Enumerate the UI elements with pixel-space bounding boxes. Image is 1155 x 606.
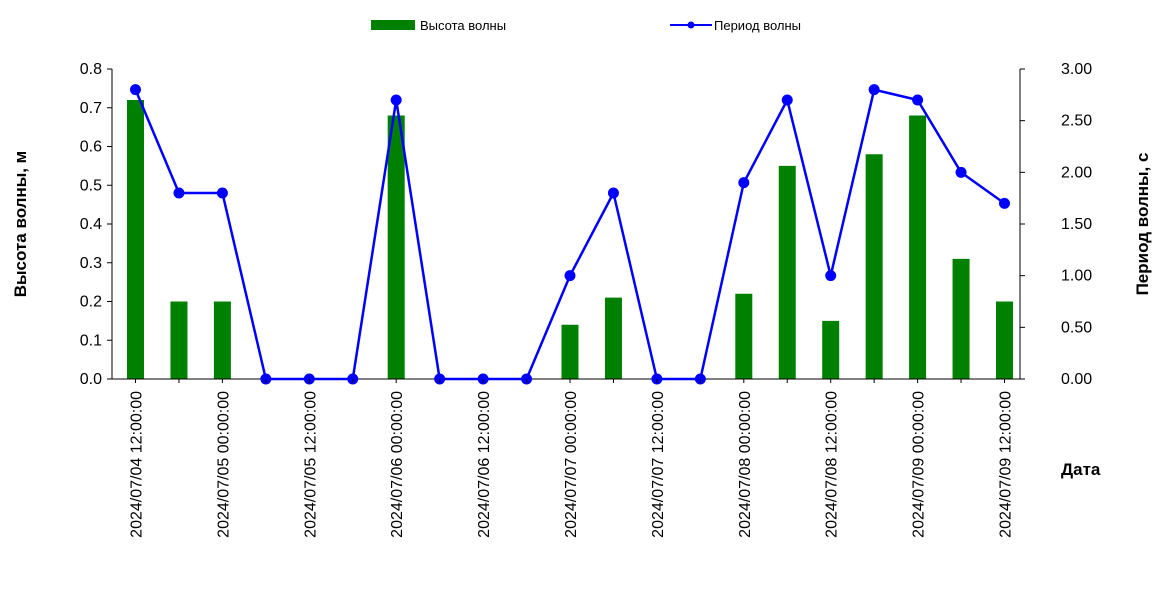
period-point-11 <box>607 187 619 199</box>
bar-height-16 <box>822 320 840 379</box>
y-left-tick-label-8: 0.8 <box>80 61 102 78</box>
x-tick-label-10: 2024/07/09 12:00:00 <box>998 391 1015 538</box>
period-point-14 <box>738 177 750 189</box>
period-line-group <box>130 84 1010 385</box>
y-left-tick-label-4: 0.4 <box>80 216 102 233</box>
period-point-0 <box>130 84 141 96</box>
period-point-10 <box>564 270 576 282</box>
y-left-tick-label-3: 0.3 <box>80 255 102 272</box>
bar-height-17 <box>865 154 883 379</box>
y-right-tick-label-0: 0.00 <box>1061 371 1092 388</box>
legend: Высота волны Период волны <box>371 18 801 33</box>
bar-height-2 <box>213 301 231 379</box>
y-right-tick-label-2: 1.00 <box>1061 268 1092 285</box>
y-left-tick-label-0: 0.0 <box>80 371 102 388</box>
period-point-15 <box>781 94 793 106</box>
period-point-17 <box>868 84 880 96</box>
x-tick-label-2: 2024/07/05 12:00:00 <box>302 391 319 538</box>
y-right-axis-title: Период волны, с <box>1133 153 1152 296</box>
x-tick-label-9: 2024/07/09 00:00:00 <box>911 391 928 538</box>
period-point-6 <box>390 94 402 106</box>
y-right-tick-label-6: 3.00 <box>1061 61 1092 78</box>
bar-height-11 <box>604 297 622 379</box>
legend-label-period: Период волны <box>714 18 801 33</box>
x-tick-label-4: 2024/07/06 12:00:00 <box>476 391 493 538</box>
y-left-axis-title: Высота волны, м <box>11 151 30 298</box>
legend-label-height: Высота волны <box>420 18 506 33</box>
period-point-20 <box>999 197 1010 209</box>
y-right-tick-label-1: 0.50 <box>1061 319 1092 336</box>
legend-swatch-height <box>371 20 415 30</box>
legend-swatch-period-marker <box>687 21 695 29</box>
period-point-1 <box>173 187 185 199</box>
bar-height-6 <box>387 115 405 379</box>
bar-height-15 <box>778 165 796 379</box>
x-tick-label-0: 2024/07/04 12:00:00 <box>129 391 146 538</box>
x-tick-label-6: 2024/07/07 12:00:00 <box>650 391 667 538</box>
period-point-2 <box>216 187 228 199</box>
x-tick-label-5: 2024/07/07 00:00:00 <box>563 391 580 538</box>
bar-height-0 <box>127 100 144 379</box>
x-tick-label-1: 2024/07/05 00:00:00 <box>215 391 232 538</box>
x-tick-label-7: 2024/07/08 00:00:00 <box>737 391 754 538</box>
y-left-tick-label-7: 0.7 <box>80 100 102 117</box>
bar-height-10 <box>561 324 579 379</box>
y-left-tick-label-5: 0.5 <box>80 177 102 194</box>
y-right-tick-label-4: 2.00 <box>1061 164 1092 181</box>
bars-group <box>127 100 1013 379</box>
y-right-tick-label-5: 2.50 <box>1061 113 1092 130</box>
bar-height-1 <box>170 301 188 379</box>
x-tick-label-8: 2024/07/08 12:00:00 <box>824 391 841 538</box>
bar-height-14 <box>735 293 753 379</box>
bar-height-20 <box>996 301 1013 379</box>
bar-height-18 <box>909 115 927 379</box>
y-right-tick-label-3: 1.50 <box>1061 216 1092 233</box>
y-left-tick-label-2: 0.2 <box>80 294 102 311</box>
period-point-19 <box>955 166 967 178</box>
ticks-group: 0.0 0.1 0.2 0.3 0.4 0.5 0.6 0.7 0.8 0.00 0.50 1.00 1… <box>80 61 1092 538</box>
period-point-16 <box>825 270 837 282</box>
bar-height-19 <box>952 258 970 379</box>
x-tick-label-3: 2024/07/06 00:00:00 <box>389 391 406 538</box>
y-left-tick-label-6: 0.6 <box>80 139 102 156</box>
x-axis-title: Дата <box>1061 460 1101 479</box>
y-left-tick-label-1: 0.1 <box>80 332 102 349</box>
period-point-18 <box>912 94 924 106</box>
